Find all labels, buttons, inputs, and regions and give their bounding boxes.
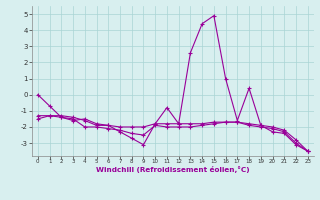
X-axis label: Windchill (Refroidissement éolien,°C): Windchill (Refroidissement éolien,°C) — [96, 166, 250, 173]
